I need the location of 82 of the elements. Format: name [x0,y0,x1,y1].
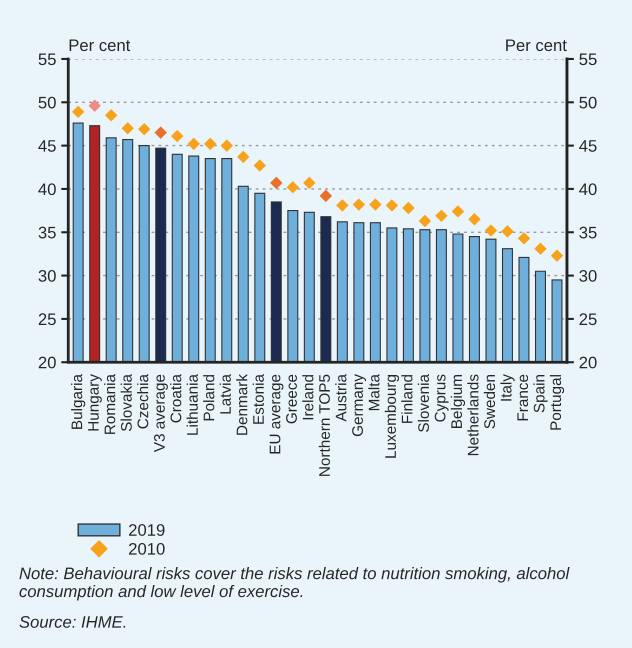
x-tick-label: Sweden [484,375,496,429]
x-tick-label: Cyprus [434,374,449,422]
x-tick-label: Czechia [137,374,148,428]
x-tick-label: Poland [203,375,214,420]
y-tick-label: 40 [38,183,56,196]
point [418,214,432,228]
point [369,198,382,211]
point [484,224,498,237]
x-tick-label: Romania [104,374,116,434]
point [254,159,266,172]
x-tick-label: France [517,374,528,420]
point [386,199,398,212]
y-tick-label: 25 [38,313,56,326]
point [452,205,464,218]
y2-tick-label: 20 [580,356,597,368]
y2-tick-label: 40 [579,183,597,196]
point [220,139,233,152]
point [534,242,547,255]
y-tick-label: 55 [38,54,56,66]
point [188,138,200,150]
point [104,109,118,122]
point [435,210,448,222]
y2-tick-label: 50 [579,96,597,108]
x-tick-label: Greece [286,374,297,424]
x-tick-label: Spain [533,375,548,412]
y-axis-title: Per cent [70,39,130,52]
point [468,213,481,226]
point [72,106,84,118]
x-tick-label: Estonia [252,374,264,424]
y2-tick-label: 35 [579,226,597,238]
point [352,198,366,211]
x-tick-label: Portugal [550,375,564,430]
x-tick-label: Austria [335,374,346,422]
point [303,176,316,190]
text: Note: Behavioural risks cover the risks related to nutrition smoking, alcohol consumption and low level of exercise. [19,567,570,600]
x-tick-label: EU average [270,374,284,454]
point [402,202,415,214]
x-tick-label: Germany [352,374,366,436]
x-tick-label: Malta [368,374,380,410]
point [237,150,250,164]
y-tick-label: 30 [38,270,56,282]
source-note: Source: IHME. [19,616,126,628]
x-tick-label: Slovakia [120,374,132,432]
x-tick-label: Lithuania [186,374,198,435]
point [88,100,101,112]
x-tick-label: Denmark [236,374,248,435]
point [154,126,167,139]
point [171,130,184,142]
x-tick-label: Northern TOP5 [318,374,330,476]
point [336,199,349,212]
x-tick-label: V3 average [154,374,168,452]
y2-tick-label: 55 [579,54,597,66]
y-tick-label: 35 [38,226,56,238]
x-tick-label: Finland [401,375,412,423]
x-tick-label: Bulgaria [71,374,86,429]
y2-axis-title: Per cent [506,39,567,52]
point [320,190,332,202]
x-tick-label: Croatia [170,374,182,423]
y-tick-label: 20 [38,356,56,368]
point [518,232,530,245]
x-tick-label: Italy [500,374,515,401]
y-tick-label: 50 [38,96,56,108]
y-tick-label: 45 [38,140,56,152]
point [550,249,564,262]
legend-label: 2019 [129,524,164,536]
y2-tick-label: 30 [579,270,597,282]
point [286,180,300,194]
point [270,176,283,190]
x-tick-label: Hungary [88,374,102,431]
y2-tick-label: 25 [580,313,597,326]
x-tick-label: Belgium [450,375,466,428]
x-tick-label: Luxembourg [384,375,400,458]
point [204,138,216,150]
point [138,122,150,136]
x-tick-label: Latvia [220,374,231,414]
y2-tick-label: 45 [579,140,597,152]
x-tick-label: Ireland [302,375,314,420]
x-tick-label: Netherlands [467,374,479,456]
legend-label: 2010 [129,542,165,555]
point [121,122,134,134]
point [501,225,514,238]
x-tick-label: Slovenia [418,374,430,432]
